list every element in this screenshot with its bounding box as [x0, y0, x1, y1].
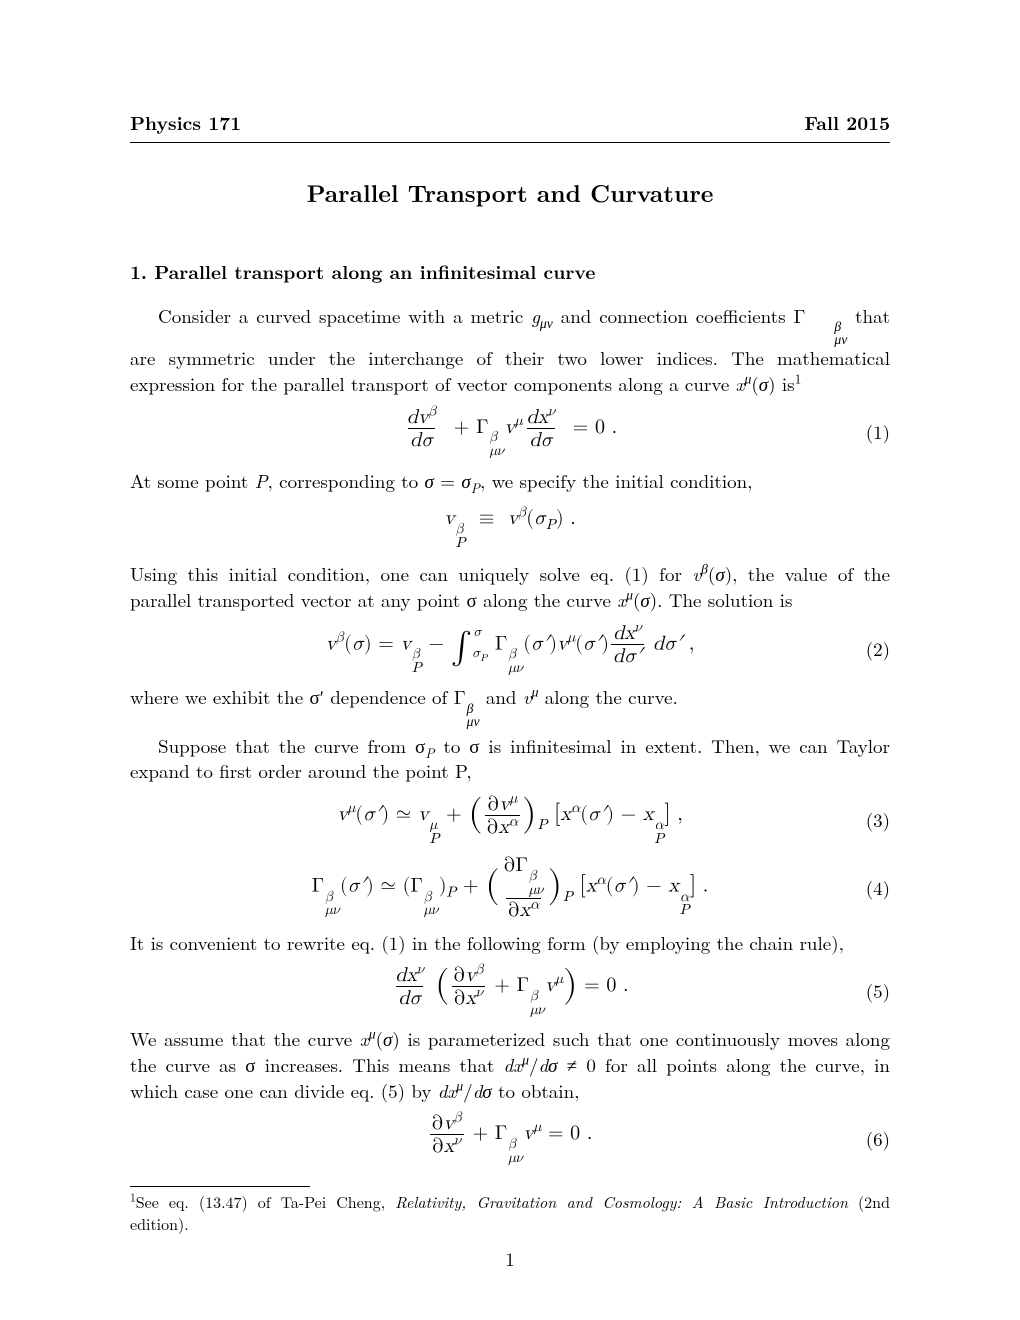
text: and connection coefficients [553, 302, 794, 329]
text: Using this initial condition, one can un… [130, 560, 692, 587]
document-title: Parallel Transport and Curvature [130, 177, 890, 209]
eq-number: (4) [866, 875, 890, 901]
text: where we exhibit the σ′ dependence of [130, 683, 454, 710]
page-number: 1 [0, 1246, 1020, 1272]
text: to obtain, [492, 1077, 580, 1104]
footnote-rule [130, 1186, 310, 1187]
header-right: Fall 2015 [804, 110, 890, 136]
text: and [480, 683, 523, 710]
eq-number: (5) [866, 978, 890, 1004]
equation-1: dvβdσ + Γβμνvμdxνdσ = 0 . (1) [130, 407, 890, 458]
equation-3: vμ(σ′) ≃ vμP + (∂vμ∂xα)P [xα(σ′) − xαP] … [130, 794, 890, 845]
footnote-1: 1See eq. (13.47) of Ta-Pei Cheng, Relati… [130, 1191, 890, 1234]
text: Suppose that the curve from σ [158, 732, 425, 759]
eq-number: (6) [866, 1126, 890, 1152]
eq-number: (3) [866, 807, 890, 833]
paragraph-6: It is convenient to rewrite eq. (1) in t… [130, 930, 890, 956]
equation-4: Γβμν(σ′) ≃ (Γβμν)P + (∂Γβμν∂xα)P [xα(σ′)… [130, 855, 890, 919]
paragraph-4: where we exhibit the σ′ dependence of Γβ… [130, 684, 890, 727]
eq-number: (1) [866, 419, 890, 445]
paragraph-3: Using this initial condition, one can un… [130, 561, 890, 612]
footnote-text: See eq. (13.47) of Ta-Pei Cheng, [136, 1190, 395, 1213]
text: is [776, 370, 795, 397]
text: . The solution is [657, 586, 792, 613]
paragraph-2: At some point P, corresponding to σ = σP… [130, 468, 890, 494]
paragraph-1: Consider a curved spacetime with a metri… [130, 303, 890, 397]
equation-6: ∂vβ∂xν + Γβμνvμ = 0 . (6) [130, 1113, 890, 1164]
equation-initial-condition: vβP ≡ vβ(σP) . [130, 503, 890, 551]
paragraph-7: We assume that the curve xμ(σ) is parame… [130, 1026, 890, 1103]
text: We assume that the curve [130, 1025, 360, 1052]
footnote-title: Relativity, Gravitation and Cosmology: A… [395, 1190, 848, 1213]
page-header: Physics 171 Fall 2015 [130, 110, 890, 143]
equation-5: dxνdσ (∂vβ∂xν + Γβμνvμ) = 0 . (5) [130, 965, 890, 1016]
paragraph-5: Suppose that the curve from σP to σ is i… [130, 733, 890, 784]
eq-number: (2) [866, 636, 890, 662]
equation-2: vβ(σ) = vβP − ∫σPσ Γβμν(σ′)vμ(σ′)dxνdσ′ … [130, 623, 890, 675]
page: Physics 171 Fall 2015 Parallel Transport… [0, 0, 1020, 1320]
header-left: Physics 171 [130, 110, 241, 136]
section-heading-1: 1. Parallel transport along an infinites… [130, 259, 890, 285]
text: Consider a curved spacetime with a metri… [158, 302, 531, 329]
text: , we specify the initial condition, [480, 467, 752, 494]
text: along the curve. [538, 683, 677, 710]
